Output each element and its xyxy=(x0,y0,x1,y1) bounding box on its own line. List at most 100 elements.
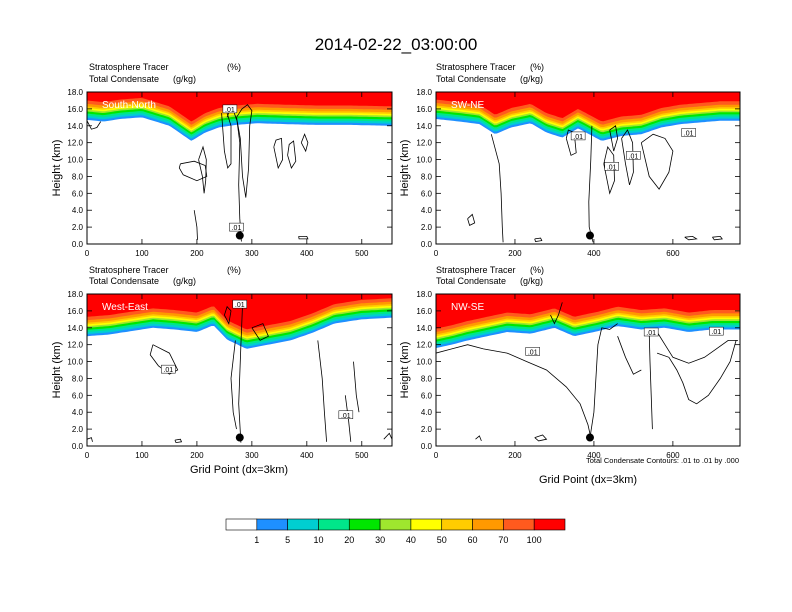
y-tick-label: 14.0 xyxy=(416,122,432,131)
panel-4-ylabel: Height (km) xyxy=(399,342,411,399)
panel-2-right-title-1: (%) xyxy=(530,62,544,72)
x-tick-label: 0 xyxy=(434,249,439,258)
y-tick-label: 14.0 xyxy=(67,324,83,333)
y-tick-label: 10.0 xyxy=(67,358,83,367)
y-tick-label: 12.0 xyxy=(67,139,83,148)
condensate-contour xyxy=(656,340,737,405)
y-tick-label: 2.0 xyxy=(421,223,433,232)
condensate-contour xyxy=(236,104,253,198)
panel-2-cross-section-name: SW-NE xyxy=(451,100,484,111)
condensate-contour xyxy=(224,305,232,325)
condensate-contour xyxy=(475,435,482,442)
condensate-contour xyxy=(640,133,674,190)
y-tick-label: 4.0 xyxy=(421,408,433,417)
x-tick-label: 0 xyxy=(85,249,90,258)
panel-1-plot-area: .01 .01 South-North xyxy=(87,92,392,244)
panel-titles: Stratosphere Tracer (%) Total Condensate… xyxy=(89,62,544,286)
x-tick-label: 200 xyxy=(508,451,522,460)
y-tick-label: 16.0 xyxy=(416,307,432,316)
y-tick-label: 8.0 xyxy=(421,374,433,383)
panel-3-right-title-1: (%) xyxy=(227,265,241,275)
panel-frame xyxy=(435,293,741,447)
contour-label-box xyxy=(229,222,244,232)
panel-1-ylabel: Height (km) xyxy=(51,140,63,197)
panel-2-plot-area: .01 .01 .01 .01 SW-NE xyxy=(436,92,740,244)
panel-frame xyxy=(86,293,393,447)
location-marker xyxy=(585,231,594,240)
condensate-contour xyxy=(300,133,309,153)
condensate-contour xyxy=(656,331,738,364)
panel-1-cross-section-name: South-North xyxy=(102,100,156,111)
figure-title: 2014-02-22_03:00:00 xyxy=(315,35,478,54)
condensate-contour xyxy=(712,235,723,241)
x-tick-label: 300 xyxy=(245,451,259,460)
tracer-level-100 xyxy=(436,92,740,122)
contour-label-box xyxy=(161,364,176,374)
contour-label: .01 xyxy=(646,330,656,337)
contour-label: .01 xyxy=(711,329,721,336)
colorbar-box xyxy=(318,518,350,531)
contour-label: .01 xyxy=(225,107,235,114)
location-marker xyxy=(235,231,244,240)
x-tick-label: 100 xyxy=(135,451,149,460)
panel-3-cross-section-name: West-East xyxy=(102,302,148,313)
y-tick-label: 0.0 xyxy=(72,442,84,451)
contour-note: Total Condensate Contours: .01 to .01 by… xyxy=(586,456,739,465)
x-tick-label: 0 xyxy=(434,451,439,460)
y-tick-label: 12.0 xyxy=(416,139,432,148)
y-tick-label: 2.0 xyxy=(421,425,433,434)
y-tick-label: 16.0 xyxy=(416,105,432,114)
contour-label-box xyxy=(338,410,354,420)
condensate-contour xyxy=(617,336,642,375)
contour-label-box xyxy=(643,327,659,337)
panel-3-ylabel: Height (km) xyxy=(51,342,63,399)
contour-label-box xyxy=(626,151,641,160)
y-tick-label: 16.0 xyxy=(67,105,83,114)
colorbar-box xyxy=(379,518,412,531)
panel-4-left-title-2: Total Condensate xyxy=(436,276,506,286)
condensate-contour xyxy=(534,237,543,242)
colorbar-box xyxy=(472,518,504,531)
panel-1-left-title-2: Total Condensate xyxy=(89,74,159,84)
y-tick-label: 2.0 xyxy=(72,223,84,232)
panel-2-right-title-2: (g/kg) xyxy=(520,74,543,84)
panel-2-left-title-1: Stratosphere Tracer xyxy=(436,62,516,72)
condensate-contour xyxy=(353,361,360,413)
panel-4-xlabel: Grid Point (dx=3km) xyxy=(539,474,637,486)
x-tick-label: 600 xyxy=(666,451,680,460)
contour-label: .01 xyxy=(163,367,173,374)
x-tick-label: 500 xyxy=(355,451,369,460)
contour-label: .01 xyxy=(232,225,242,232)
colorbar-label: 50 xyxy=(437,535,447,545)
contour-label: .01 xyxy=(573,134,583,141)
x-tick-label: 600 xyxy=(666,249,680,258)
contour-label: .01 xyxy=(629,153,639,160)
y-tick-label: 16.0 xyxy=(67,307,83,316)
colorbar-label: 5 xyxy=(285,535,290,545)
panel-1-left-title-1: Stratosphere Tracer xyxy=(89,62,169,72)
contour-label-box xyxy=(232,299,248,309)
y-tick-label: 8.0 xyxy=(72,374,84,383)
panel-1-right-title-1: (%) xyxy=(227,62,241,72)
panel-4-right-title-1: (%) xyxy=(530,265,544,275)
panel-3-right-title-2: (g/kg) xyxy=(173,276,196,286)
panel-1-right-title-2: (g/kg) xyxy=(173,74,196,84)
condensate-contour xyxy=(344,395,352,442)
condensate-contour xyxy=(648,331,653,430)
y-tick-label: 10.0 xyxy=(416,358,432,367)
condensate-contour xyxy=(490,134,504,243)
condensate-contour xyxy=(198,145,207,194)
panel-3-left-title-2: Total Condensate xyxy=(89,276,159,286)
y-tick-label: 14.0 xyxy=(67,122,83,131)
panel-4-right-title-2: (g/kg) xyxy=(520,276,543,286)
colorbar-box xyxy=(441,518,473,531)
y-tick-label: 18.0 xyxy=(67,88,83,97)
condensate-contour xyxy=(565,129,577,156)
x-tick-label: 200 xyxy=(508,249,522,258)
condensate-contour xyxy=(684,235,698,241)
condensate-contour xyxy=(317,340,327,442)
contour-label-box xyxy=(604,162,619,171)
contour-label: .01 xyxy=(528,349,538,356)
contour-label-box xyxy=(709,326,724,336)
y-tick-label: 6.0 xyxy=(421,189,433,198)
